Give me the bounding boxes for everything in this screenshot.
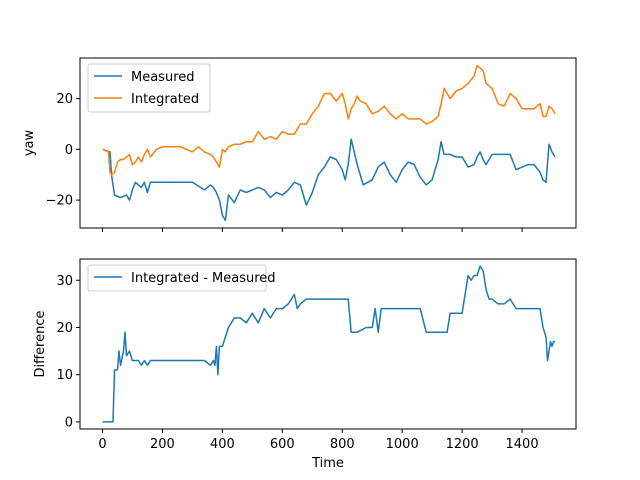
y-tick-label: −20 xyxy=(46,194,73,209)
legend-label-integrated: Integrated xyxy=(131,92,199,107)
yaw-plot-frame xyxy=(79,57,577,229)
yaw-x-ticks xyxy=(101,228,523,232)
y-tick-label: 20 xyxy=(56,321,73,336)
series-line-integrated xyxy=(102,64,556,176)
y-tick-label: 30 xyxy=(56,274,73,289)
yaw-subplot: −20 0 20 yaw Measured Integrated xyxy=(22,57,577,232)
yaw-legend: Measured Integrated xyxy=(87,63,211,113)
y-tick-label: 10 xyxy=(56,368,73,383)
series-line-measured xyxy=(102,138,556,222)
y-tick-label: 20 xyxy=(56,92,73,107)
series-line-integrated-measured xyxy=(102,265,555,423)
x-tick-label: 400 xyxy=(210,437,235,452)
difference-legend: Integrated - Measured xyxy=(87,264,276,292)
difference-plot-frame xyxy=(79,258,577,430)
y-tick-label: 0 xyxy=(65,143,73,158)
x-tick-label: 0 xyxy=(98,437,106,452)
x-tick-label: 1200 xyxy=(446,437,479,452)
x-tick-label: 800 xyxy=(330,437,355,452)
difference-x-ticks: 0 200 400 600 800 1000 1200 1400 xyxy=(98,429,539,452)
y-tick-label: 0 xyxy=(65,415,73,430)
difference-y-axis-label: Difference xyxy=(33,310,48,377)
x-tick-label: 200 xyxy=(150,437,175,452)
x-axis-label: Time xyxy=(311,456,344,471)
x-tick-label: 1000 xyxy=(386,437,419,452)
difference-subplot: 0 200 400 600 800 1000 1200 1400 0 10 20 30 Differ… xyxy=(33,258,577,471)
yaw-plot-lines xyxy=(102,64,556,222)
x-tick-label: 600 xyxy=(270,437,295,452)
x-tick-label: 1400 xyxy=(506,437,539,452)
yaw-y-axis-label: yaw xyxy=(22,129,37,156)
legend-label-measured: Measured xyxy=(131,70,195,85)
yaw-y-ticks: −20 0 20 xyxy=(46,92,80,209)
difference-legend-box xyxy=(87,264,267,292)
difference-plot-lines xyxy=(102,265,555,423)
legend-label-difference: Integrated - Measured xyxy=(131,271,276,286)
difference-y-ticks: 0 10 20 30 xyxy=(56,274,80,430)
